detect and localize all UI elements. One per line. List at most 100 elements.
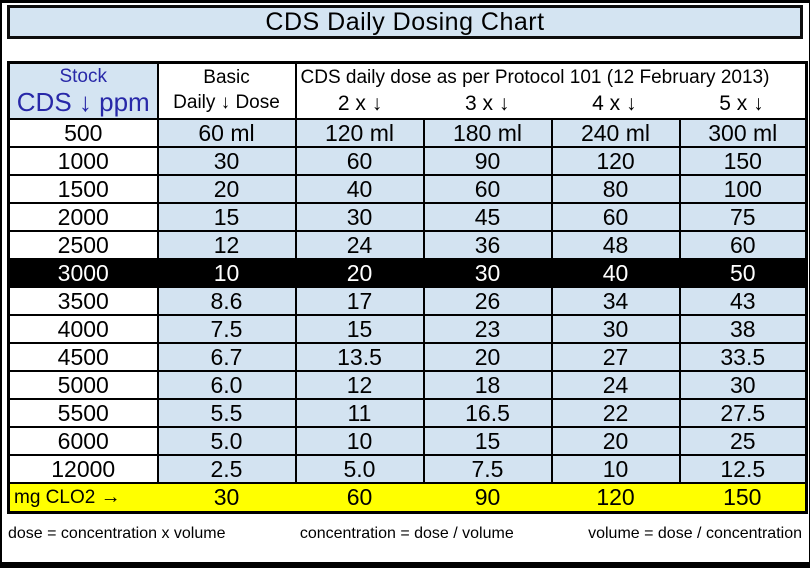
- dose-cell: 11: [294, 398, 425, 428]
- table-row: 5000 6.0 12 18 24 30: [7, 370, 808, 400]
- dose-cell: 22: [550, 398, 681, 428]
- dose-cell: 34: [550, 286, 681, 316]
- dose-cell: 120: [550, 146, 681, 176]
- dose-cell: 25: [678, 426, 808, 456]
- dose-cell: 27.5: [678, 398, 808, 428]
- dose-cell: 90: [422, 146, 553, 176]
- stock-ppm-cell: 3000: [7, 258, 159, 288]
- formula-concentration: concentration = dose / volume: [299, 525, 514, 542]
- dose-cell: 24: [294, 230, 425, 260]
- multiplier-4x: 4 x ↓: [592, 92, 637, 115]
- dose-cell: 7.5: [422, 454, 553, 484]
- table-row: 12000 2.5 5.0 7.5 10 12.5: [7, 454, 808, 484]
- dose-cell: 5.0: [156, 426, 297, 456]
- table-row: 1000 30 60 90 120 150: [7, 146, 808, 176]
- dose-cell: 18: [422, 370, 553, 400]
- dose-cell: 120 ml: [294, 118, 425, 148]
- dose-cell: 100: [678, 174, 808, 204]
- stock-ppm-cell: 4000: [7, 314, 159, 344]
- dose-cell: 2.5: [156, 454, 297, 484]
- dose-cell: 48: [550, 230, 681, 260]
- header-row: Stock CDS ↓ ppm Basic Daily ↓ Dose CDS d…: [7, 61, 808, 120]
- col-header-stock: Stock CDS ↓ ppm: [7, 61, 159, 120]
- dose-cell: 36: [422, 230, 553, 260]
- protocol-note: CDS daily dose as per Protocol 101 (12 F…: [300, 67, 770, 88]
- dosing-table: Stock CDS ↓ ppm Basic Daily ↓ Dose CDS d…: [7, 61, 809, 514]
- table-row: 2000 15 30 45 60 75: [7, 202, 808, 232]
- dose-cell: 50: [678, 258, 808, 288]
- dose-cell: 38: [678, 314, 808, 344]
- right-arrow-icon: →: [100, 486, 121, 508]
- formula-dose: dose = concentration x volume: [8, 525, 226, 542]
- dose-cell: 12: [294, 370, 425, 400]
- dose-cell: 30: [422, 258, 553, 288]
- table-row: 5500 5.5 11 16.5 22 27.5: [7, 398, 808, 428]
- table-row: 6000 5.0 10 15 20 25: [7, 426, 808, 456]
- dose-cell: 45: [422, 202, 553, 232]
- multiplier-3x: 3 x ↓: [465, 92, 510, 115]
- dose-cell: 60: [678, 230, 808, 260]
- dose-cell: 23: [422, 314, 553, 344]
- formula-footer: dose = concentration x volume concentrat…: [8, 525, 802, 543]
- dose-cell: 30: [550, 314, 681, 344]
- multiplier-2x: 2 x ↓: [337, 92, 383, 115]
- dose-cell: 40: [294, 174, 425, 204]
- dose-cell: 15: [422, 426, 553, 456]
- table-row: 4500 6.7 13.5 20 27 33.5: [7, 342, 808, 372]
- mg-clo2-label-text: mg CLO2: [14, 487, 96, 508]
- mg-dose-cell: 90: [423, 482, 552, 514]
- title-banner: CDS Daily Dosing Chart: [7, 5, 803, 39]
- stock-ppm-cell: 500: [7, 118, 159, 148]
- table-foot: mg CLO2 → 30 60 90 120 150: [8, 482, 807, 514]
- mg-dose-cell: 30: [157, 482, 296, 514]
- stock-ppm-cell: 3500: [7, 286, 159, 316]
- table-row: 1500 20 40 60 80 100: [7, 174, 808, 204]
- table-row: 3000 10 20 30 40 50: [7, 258, 808, 288]
- dose-cell: 13.5: [294, 342, 425, 372]
- table-row: 3500 8.6 17 26 34 43: [7, 286, 808, 316]
- table-row: 2500 12 24 36 48 60: [7, 230, 808, 260]
- table-row: 4000 7.5 15 23 30 38: [7, 314, 808, 344]
- dose-cell: 33.5: [678, 342, 808, 372]
- stock-header-bottom: CDS ↓ ppm: [16, 87, 150, 117]
- stock-ppm-cell: 1000: [7, 146, 159, 176]
- basic-header-top: Basic: [203, 67, 250, 88]
- table-row: 500 60 ml 120 ml 180 ml 240 ml 300 ml: [7, 118, 808, 148]
- dose-cell: 75: [678, 202, 808, 232]
- dose-cell: 60 ml: [156, 118, 297, 148]
- dose-cell: 5.0: [294, 454, 425, 484]
- dose-cell: 30: [678, 370, 808, 400]
- basic-header-bottom: Daily ↓ Dose: [173, 92, 280, 113]
- dose-cell: 30: [156, 146, 297, 176]
- mg-dose-cell: 120: [551, 482, 680, 514]
- mg-dose-cell: 150: [679, 482, 807, 514]
- dose-cell: 26: [422, 286, 553, 316]
- multiplier-headers: 2 x ↓ 3 x ↓ 4 x ↓ 5 x ↓: [298, 90, 805, 117]
- dose-cell: 15: [294, 314, 425, 344]
- dose-cell: 150: [678, 146, 808, 176]
- dose-cell: 6.7: [156, 342, 297, 372]
- dose-cell: 30: [294, 202, 425, 232]
- dose-cell: 8.6: [156, 286, 297, 316]
- stock-ppm-cell: 2000: [7, 202, 159, 232]
- dose-cell: 43: [678, 286, 808, 316]
- dose-cell: 6.0: [156, 370, 297, 400]
- dose-cell: 80: [550, 174, 681, 204]
- page-title: CDS Daily Dosing Chart: [265, 7, 545, 36]
- dose-cell: 240 ml: [550, 118, 681, 148]
- stock-ppm-cell: 1500: [7, 174, 159, 204]
- dose-cell: 27: [550, 342, 681, 372]
- dose-cell: 60: [294, 146, 425, 176]
- stock-ppm-cell: 2500: [7, 230, 159, 260]
- mg-clo2-row: mg CLO2 → 30 60 90 120 150: [8, 482, 807, 514]
- dose-cell: 60: [422, 174, 553, 204]
- dose-cell: 10: [550, 454, 681, 484]
- dose-cell: 20: [422, 342, 553, 372]
- dose-cell: 300 ml: [678, 118, 808, 148]
- dose-cell: 12: [156, 230, 297, 260]
- dose-cell: 180 ml: [422, 118, 553, 148]
- dose-cell: 10: [294, 426, 425, 456]
- stock-ppm-cell: 5500: [7, 398, 159, 428]
- mg-clo2-label: mg CLO2 →: [8, 482, 158, 514]
